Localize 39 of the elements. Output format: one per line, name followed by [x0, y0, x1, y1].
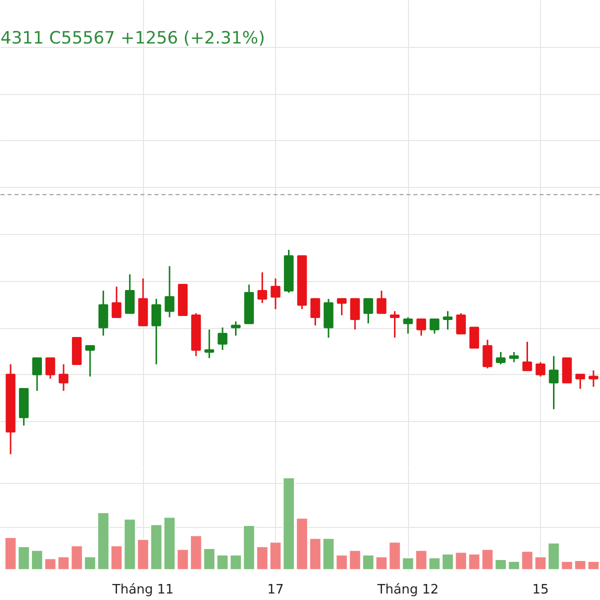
x-tick-label: 15 — [532, 582, 549, 598]
candlestick — [45, 357, 56, 380]
candlestick — [416, 318, 426, 336]
candlestick — [430, 318, 440, 334]
candlestick — [522, 341, 532, 372]
candlestick — [509, 351, 519, 363]
candlestick — [112, 286, 122, 318]
candlestick — [496, 351, 506, 366]
candlestick — [230, 320, 241, 336]
candlestick — [469, 326, 480, 349]
candlestick — [257, 272, 268, 304]
candlestick — [403, 316, 413, 334]
chart-title: 4311 C55567 +1256 (+2.31%) — [0, 28, 265, 48]
candlestick — [442, 310, 453, 330]
candlestick — [98, 290, 108, 336]
candlestick — [164, 265, 174, 318]
candlestick — [575, 374, 586, 390]
candlestick — [350, 298, 360, 330]
candlestick — [58, 364, 68, 392]
candlestick — [85, 345, 95, 378]
candlestick — [270, 278, 280, 310]
candlestick — [548, 355, 559, 410]
candlestick — [456, 312, 466, 334]
candlestick — [336, 298, 347, 316]
x-tick-label: Tháng 11 — [111, 582, 174, 598]
candlestick — [363, 298, 374, 324]
candlestick — [310, 298, 320, 326]
candlestick — [482, 339, 492, 370]
candlestick — [151, 298, 162, 366]
x-tick-label: Tháng 12 — [376, 582, 439, 598]
candlestick — [376, 290, 386, 314]
candlestick — [204, 328, 214, 359]
candlestick — [588, 370, 598, 388]
candlestick — [218, 326, 228, 351]
candlestick — [390, 310, 400, 338]
candlestick — [32, 357, 42, 392]
candlestick — [536, 361, 546, 378]
candlestick — [124, 274, 135, 314]
x-tick-label: 17 — [267, 582, 284, 598]
